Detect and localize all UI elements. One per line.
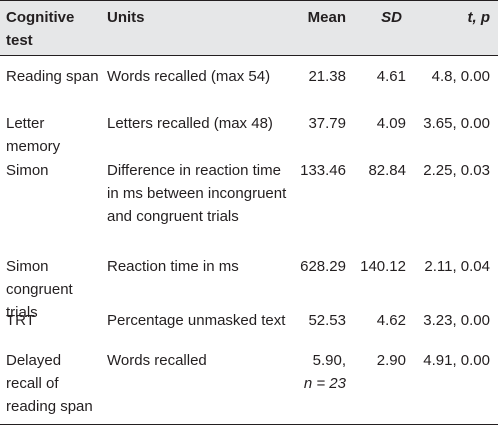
row-test: Simon xyxy=(6,162,49,179)
row-sd: 4.62 xyxy=(376,312,406,329)
row-units: Percentage unmasked text xyxy=(107,312,286,329)
row-units: Difference in reaction time in ms betwee… xyxy=(107,162,287,225)
row-sd: 2.90 xyxy=(376,352,406,369)
row-test: Reading span xyxy=(6,68,99,85)
row-sd: 82.84 xyxy=(368,162,406,179)
row-t-p: 3.65, 0.00 xyxy=(423,115,490,132)
row-mean: 37.79 xyxy=(308,115,346,132)
row-mean: 5.90, n = 23 xyxy=(290,349,346,395)
row-test: Delayed recall of reading span xyxy=(6,352,93,415)
row-units: Letters recalled (max 48) xyxy=(107,115,273,132)
header-units: Units xyxy=(107,9,145,26)
header-rule xyxy=(0,55,498,56)
row-units: Words recalled xyxy=(107,352,207,369)
row-t-p: 3.23, 0.00 xyxy=(423,312,490,329)
bottom-rule xyxy=(0,424,498,425)
row-test: Simon congruent trials xyxy=(6,258,73,321)
row-sd: 4.09 xyxy=(376,115,406,132)
row-t-p: 4.91, 0.00 xyxy=(423,352,490,369)
row-sd: 140.12 xyxy=(360,258,406,275)
row-test: TRT xyxy=(6,312,35,329)
row-t-p: 4.8, 0.00 xyxy=(431,68,490,85)
header-t-p: t, p xyxy=(467,9,491,26)
header-sd: SD xyxy=(381,9,402,26)
header-mean: Mean xyxy=(307,9,346,26)
row-t-p: 2.25, 0.03 xyxy=(423,162,490,179)
row-mean: 133.46 xyxy=(300,162,346,179)
header-background xyxy=(0,0,498,56)
row-mean: 52.53 xyxy=(308,312,346,329)
header-cognitive-test: Cognitive test xyxy=(6,9,75,49)
row-test: Letter memory xyxy=(6,115,61,155)
row-t-p: 2.11, 0.04 xyxy=(424,258,490,275)
row-mean-note: n = 23 xyxy=(303,375,346,392)
row-mean: 21.38 xyxy=(308,68,346,85)
row-units: Reaction time in ms xyxy=(107,258,239,275)
row-mean: 628.29 xyxy=(300,258,346,275)
top-rule xyxy=(0,0,498,1)
row-sd: 4.61 xyxy=(376,68,406,85)
row-mean-value: 5.90, xyxy=(312,352,346,369)
row-units: Words recalled (max 54) xyxy=(107,68,271,85)
